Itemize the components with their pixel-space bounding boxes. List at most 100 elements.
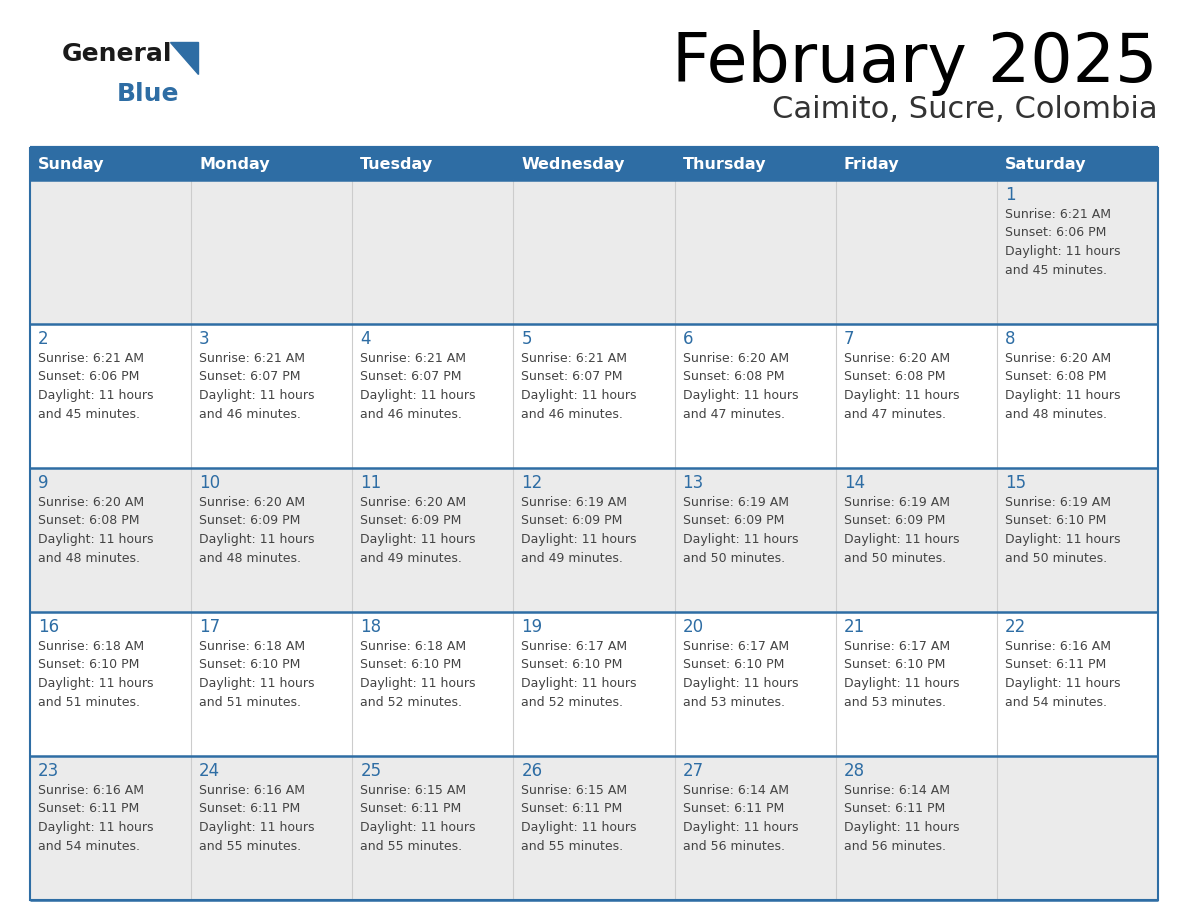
Text: Sunset: 6:07 PM: Sunset: 6:07 PM <box>200 371 301 384</box>
Polygon shape <box>170 42 198 74</box>
Text: Sunrise: 6:21 AM: Sunrise: 6:21 AM <box>1005 208 1111 221</box>
Text: Sunset: 6:06 PM: Sunset: 6:06 PM <box>38 371 139 384</box>
Text: 18: 18 <box>360 618 381 636</box>
Bar <box>835 324 997 468</box>
Text: 28: 28 <box>843 762 865 780</box>
Text: 7: 7 <box>843 330 854 348</box>
Text: and 56 minutes.: and 56 minutes. <box>683 839 784 853</box>
Bar <box>513 612 675 756</box>
Bar <box>997 612 1158 756</box>
Text: Wednesday: Wednesday <box>522 156 625 172</box>
Text: Daylight: 11 hours: Daylight: 11 hours <box>360 821 475 834</box>
Text: 1: 1 <box>1005 186 1016 204</box>
Text: Daylight: 11 hours: Daylight: 11 hours <box>843 677 959 690</box>
Bar <box>835 756 997 900</box>
Text: 9: 9 <box>38 474 49 492</box>
Bar <box>30 756 191 900</box>
Text: Sunset: 6:09 PM: Sunset: 6:09 PM <box>200 514 301 528</box>
Text: Daylight: 11 hours: Daylight: 11 hours <box>360 677 475 690</box>
Text: Sunrise: 6:16 AM: Sunrise: 6:16 AM <box>1005 640 1111 653</box>
Text: Sunset: 6:08 PM: Sunset: 6:08 PM <box>843 371 946 384</box>
Text: Sunrise: 6:21 AM: Sunrise: 6:21 AM <box>38 352 144 365</box>
Bar <box>353 756 513 900</box>
Text: Daylight: 11 hours: Daylight: 11 hours <box>1005 389 1120 402</box>
Bar <box>353 612 513 756</box>
Text: Daylight: 11 hours: Daylight: 11 hours <box>360 389 475 402</box>
Text: and 50 minutes.: and 50 minutes. <box>683 552 785 565</box>
Text: Sunset: 6:10 PM: Sunset: 6:10 PM <box>200 658 301 671</box>
Bar <box>353 468 513 612</box>
Text: 6: 6 <box>683 330 693 348</box>
Text: 2: 2 <box>38 330 49 348</box>
Text: Thursday: Thursday <box>683 156 766 172</box>
Text: Sunrise: 6:16 AM: Sunrise: 6:16 AM <box>38 784 144 797</box>
Text: Daylight: 11 hours: Daylight: 11 hours <box>38 821 153 834</box>
Text: Sunrise: 6:18 AM: Sunrise: 6:18 AM <box>360 640 467 653</box>
Text: 8: 8 <box>1005 330 1016 348</box>
Text: Sunset: 6:06 PM: Sunset: 6:06 PM <box>1005 227 1106 240</box>
Text: and 46 minutes.: and 46 minutes. <box>360 408 462 420</box>
Text: Sunrise: 6:19 AM: Sunrise: 6:19 AM <box>522 496 627 509</box>
Text: Friday: Friday <box>843 156 899 172</box>
Bar <box>191 612 353 756</box>
Text: Sunset: 6:08 PM: Sunset: 6:08 PM <box>683 371 784 384</box>
Text: and 53 minutes.: and 53 minutes. <box>843 696 946 709</box>
Text: and 53 minutes.: and 53 minutes. <box>683 696 784 709</box>
Text: 27: 27 <box>683 762 703 780</box>
Bar <box>835 180 997 324</box>
Text: Daylight: 11 hours: Daylight: 11 hours <box>200 677 315 690</box>
Text: Daylight: 11 hours: Daylight: 11 hours <box>1005 677 1120 690</box>
Text: and 47 minutes.: and 47 minutes. <box>843 408 946 420</box>
Bar <box>675 756 835 900</box>
Text: Sunrise: 6:19 AM: Sunrise: 6:19 AM <box>683 496 789 509</box>
Text: Sunset: 6:11 PM: Sunset: 6:11 PM <box>360 802 461 815</box>
Text: Sunset: 6:11 PM: Sunset: 6:11 PM <box>38 802 139 815</box>
Text: Sunrise: 6:14 AM: Sunrise: 6:14 AM <box>843 784 949 797</box>
Text: Sunrise: 6:21 AM: Sunrise: 6:21 AM <box>360 352 466 365</box>
Text: Sunset: 6:09 PM: Sunset: 6:09 PM <box>522 514 623 528</box>
Text: Sunrise: 6:17 AM: Sunrise: 6:17 AM <box>683 640 789 653</box>
Text: and 45 minutes.: and 45 minutes. <box>1005 263 1107 276</box>
Text: Daylight: 11 hours: Daylight: 11 hours <box>683 677 798 690</box>
Text: and 54 minutes.: and 54 minutes. <box>38 839 140 853</box>
Text: Saturday: Saturday <box>1005 156 1086 172</box>
Bar <box>675 148 835 180</box>
Text: and 55 minutes.: and 55 minutes. <box>360 839 462 853</box>
Text: Sunrise: 6:21 AM: Sunrise: 6:21 AM <box>522 352 627 365</box>
Text: and 55 minutes.: and 55 minutes. <box>522 839 624 853</box>
Bar <box>30 180 191 324</box>
Text: Sunrise: 6:19 AM: Sunrise: 6:19 AM <box>843 496 949 509</box>
Text: and 50 minutes.: and 50 minutes. <box>843 552 946 565</box>
Bar <box>675 612 835 756</box>
Text: Sunset: 6:07 PM: Sunset: 6:07 PM <box>360 371 462 384</box>
Text: and 50 minutes.: and 50 minutes. <box>1005 552 1107 565</box>
Text: Daylight: 11 hours: Daylight: 11 hours <box>522 389 637 402</box>
Text: Sunset: 6:08 PM: Sunset: 6:08 PM <box>38 514 139 528</box>
Text: 25: 25 <box>360 762 381 780</box>
Text: Blue: Blue <box>116 82 179 106</box>
Text: and 49 minutes.: and 49 minutes. <box>522 552 624 565</box>
Text: Sunset: 6:10 PM: Sunset: 6:10 PM <box>360 658 462 671</box>
Bar <box>191 468 353 612</box>
Text: Sunset: 6:09 PM: Sunset: 6:09 PM <box>683 514 784 528</box>
Text: 19: 19 <box>522 618 543 636</box>
Text: and 49 minutes.: and 49 minutes. <box>360 552 462 565</box>
Text: Sunset: 6:10 PM: Sunset: 6:10 PM <box>38 658 139 671</box>
Bar <box>513 756 675 900</box>
Text: Daylight: 11 hours: Daylight: 11 hours <box>522 533 637 546</box>
Text: 12: 12 <box>522 474 543 492</box>
Text: and 51 minutes.: and 51 minutes. <box>200 696 301 709</box>
Text: Sunrise: 6:20 AM: Sunrise: 6:20 AM <box>38 496 144 509</box>
Bar <box>997 324 1158 468</box>
Text: and 48 minutes.: and 48 minutes. <box>38 552 140 565</box>
Bar <box>835 148 997 180</box>
Bar <box>191 180 353 324</box>
Bar <box>997 756 1158 900</box>
Text: Sunrise: 6:20 AM: Sunrise: 6:20 AM <box>683 352 789 365</box>
Text: and 51 minutes.: and 51 minutes. <box>38 696 140 709</box>
Text: and 46 minutes.: and 46 minutes. <box>522 408 624 420</box>
Text: Daylight: 11 hours: Daylight: 11 hours <box>683 533 798 546</box>
Text: Daylight: 11 hours: Daylight: 11 hours <box>200 821 315 834</box>
Text: Sunset: 6:11 PM: Sunset: 6:11 PM <box>522 802 623 815</box>
Bar <box>835 468 997 612</box>
